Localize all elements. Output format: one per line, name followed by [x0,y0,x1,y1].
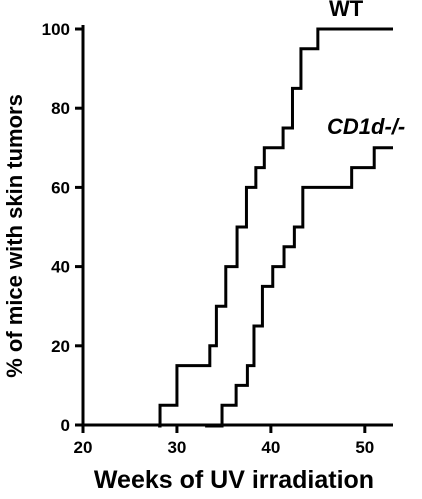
x-tick-label: 40 [261,438,280,457]
series-labels: WT CD1d-/- [327,0,405,139]
y-tick-label: 80 [51,99,70,118]
y-ticks: 0 20 40 60 80 100 [42,20,83,435]
series-line-cd1d [205,146,393,428]
axes [81,25,393,427]
y-tick-label: 100 [42,20,70,39]
series-label-wt: WT [329,0,364,21]
series-lines [158,27,393,428]
series-line-wt [158,27,393,428]
x-axis-title: Weeks of UV irradiation [94,466,374,494]
y-tick-label: 60 [51,178,70,197]
x-ticks: 20 30 40 50 [74,425,374,457]
x-tick-label: 20 [74,438,93,457]
y-tick-label: 20 [51,337,70,356]
y-tick-label: 0 [61,416,70,435]
x-tick-label: 50 [355,438,374,457]
x-tick-label: 30 [167,438,186,457]
y-axis-title: % of mice with skin tumors [2,94,27,378]
y-tick-label: 40 [51,258,70,277]
series-label-cd1d: CD1d-/- [327,114,405,139]
